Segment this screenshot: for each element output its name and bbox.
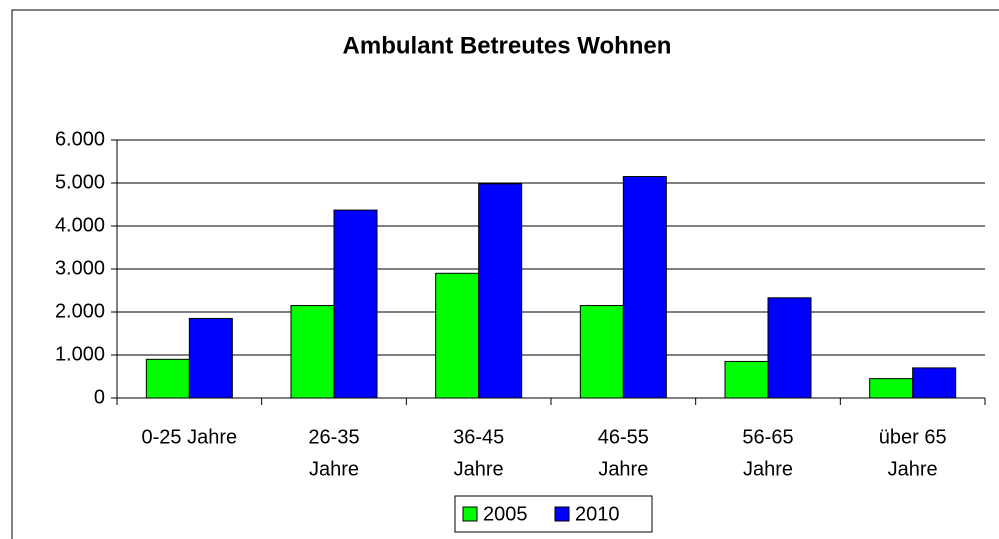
legend-label: 2005	[483, 503, 528, 525]
x-tick-label: Jahre	[454, 458, 504, 480]
y-tick-label: 1.000	[55, 343, 105, 365]
bar	[145, 358, 190, 399]
y-tick-label: 3.000	[55, 257, 105, 279]
bar	[912, 367, 957, 399]
bar	[579, 305, 624, 399]
bar	[333, 209, 378, 399]
x-tick-label: Jahre	[888, 458, 938, 480]
bar	[290, 305, 335, 399]
legend-label: 2010	[575, 503, 620, 525]
legend-swatch	[554, 506, 570, 522]
y-tick-label: 6.000	[55, 128, 105, 150]
legend-swatch	[462, 506, 478, 522]
bar	[478, 183, 523, 399]
bar	[622, 176, 667, 399]
x-tick-label: 26-35	[308, 426, 359, 448]
bar	[869, 378, 914, 399]
x-tick-label: Jahre	[743, 458, 793, 480]
chart-title: Ambulant Betreutes Wohnen	[343, 32, 672, 59]
bar	[724, 360, 769, 399]
y-tick-label: 4.000	[55, 214, 105, 236]
x-tick-label: über 65	[879, 426, 947, 448]
bar	[188, 317, 233, 399]
bar	[767, 297, 812, 399]
x-tick-label: 36-45	[453, 426, 504, 448]
x-tick-label: 46-55	[598, 426, 649, 448]
y-tick-label: 0	[94, 386, 105, 408]
x-tick-label: Jahre	[598, 458, 648, 480]
legend-box	[454, 495, 653, 533]
x-tick-label: 0-25 Jahre	[142, 426, 238, 448]
y-tick-label: 2.000	[55, 300, 105, 322]
bar	[435, 272, 480, 399]
y-tick-label: 5.000	[55, 171, 105, 193]
x-tick-label: 56-65	[742, 426, 793, 448]
x-tick-label: Jahre	[309, 458, 359, 480]
